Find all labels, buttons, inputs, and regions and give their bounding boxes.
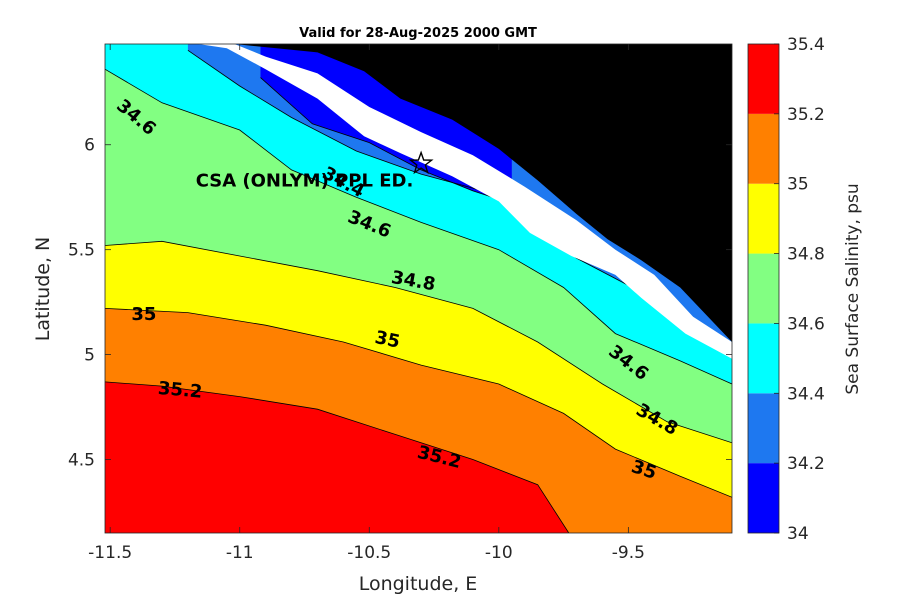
x-axis: -11.5 -11 -10.5 -10 -9.5: [88, 44, 645, 563]
contour-line-34.6: [105, 68, 732, 385]
no-data-region: [198, 44, 732, 359]
colorbar-swatch: [748, 393, 779, 464]
contour-line-35: [105, 308, 732, 498]
x-tick-label: -11.5: [88, 543, 132, 563]
contour-label: 35.2: [157, 378, 203, 403]
colorbar-tick-label: 34: [787, 524, 809, 544]
station-star-icon: [408, 150, 434, 175]
contour-label: 35: [373, 327, 402, 353]
colorbar-tick-label: 35.2: [787, 105, 825, 125]
station-marker-group: CSA (ONLYM) PPL ED.: [196, 150, 434, 191]
x-axis-label: Longitude, E: [359, 573, 478, 595]
contour-line-34.2: [260, 77, 512, 204]
chart-title: Valid for 28-Aug-2025 2000 GMT: [299, 26, 537, 41]
y-axis-label: Latitude, N: [32, 237, 54, 342]
colorbar-tick-label: 34.6: [787, 314, 825, 334]
colorbar-tick-label: 35.4: [787, 35, 825, 55]
plot-frame: [104, 43, 733, 534]
colorbar-swatch: [748, 183, 779, 254]
colorbar-swatch: [748, 253, 779, 324]
colorbar-swatch: [748, 323, 779, 394]
colorbar-tick-label: 35: [787, 175, 809, 195]
contour-line-35.2: [105, 381, 570, 533]
x-tick-label: -10: [485, 543, 513, 563]
y-axis: 4.5 5 5.5 6: [68, 136, 732, 471]
x-tick-label: -9.5: [612, 543, 645, 563]
colorbar-swatch: [748, 113, 779, 184]
contour-line-34.8: [105, 240, 732, 444]
colorbar-frame: [747, 43, 780, 534]
x-tick-label: -11: [226, 543, 254, 563]
y-tick-label: 5: [84, 346, 95, 366]
contour-label: 35: [131, 304, 156, 325]
y-tick-label: 5.5: [68, 241, 95, 261]
colorbar: 34 34.2 34.4 34.6 34.8 35 35.2 35.4: [747, 35, 825, 544]
land-mask: [234, 44, 732, 342]
band-35.2-35.4: [105, 381, 569, 533]
station-label: CSA (ONLYM) PPL ED.: [196, 170, 414, 191]
colorbar-swatch: [748, 463, 779, 533]
colorbar-tick-label: 34.2: [787, 454, 825, 474]
y-tick-label: 4.5: [68, 451, 95, 471]
colorbar-swatch: [748, 44, 779, 114]
colorbar-label: Sea Surface Salinity, psu: [843, 183, 863, 394]
colorbar-tick-label: 34.4: [787, 384, 825, 404]
x-tick-label: -10.5: [347, 543, 391, 563]
colorbar-tick-label: 34.8: [787, 245, 825, 265]
y-tick-label: 6: [84, 136, 95, 156]
